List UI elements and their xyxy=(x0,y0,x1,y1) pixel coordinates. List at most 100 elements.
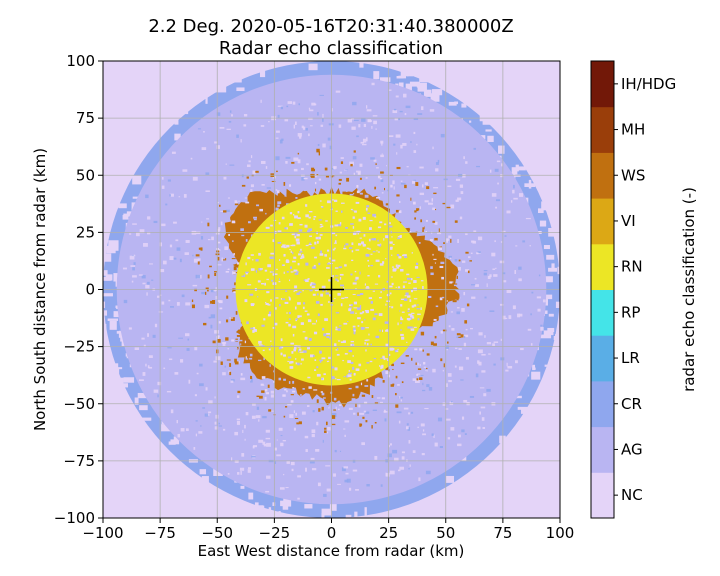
rn-speck xyxy=(310,284,312,287)
rn-speck xyxy=(348,308,351,311)
nc-patch xyxy=(169,460,178,468)
ws-speck xyxy=(268,409,271,411)
rn-speck xyxy=(400,329,402,330)
rn-speck xyxy=(251,254,254,256)
ws-speck xyxy=(217,339,221,343)
speckle xyxy=(266,430,270,433)
ws-hole xyxy=(232,221,235,224)
speckle xyxy=(201,292,205,294)
rn-speck xyxy=(380,291,381,293)
nc-patch xyxy=(191,97,194,102)
rn-speck xyxy=(286,259,289,261)
rn-speck xyxy=(306,245,309,246)
ws-speck xyxy=(192,305,195,309)
ws-speck xyxy=(317,399,319,403)
ws-speck xyxy=(258,365,260,367)
nc-patch xyxy=(272,502,275,506)
speckle xyxy=(489,310,494,311)
nc-patch xyxy=(523,148,529,153)
nc-patch xyxy=(121,393,125,398)
colorbar-segment-ag xyxy=(591,427,614,473)
speckle xyxy=(222,258,223,262)
rn-speck xyxy=(252,259,253,260)
speckle xyxy=(139,379,144,381)
speckle xyxy=(285,487,288,488)
rn-speck xyxy=(305,214,308,217)
speckle xyxy=(366,137,368,141)
rn-speck xyxy=(386,329,388,330)
ws-hole xyxy=(430,266,433,269)
rn-speck xyxy=(355,280,357,282)
speckle xyxy=(182,169,187,171)
nc-patch xyxy=(123,383,128,387)
ws-speck xyxy=(418,368,421,370)
rn-speck xyxy=(370,265,373,266)
speckle xyxy=(222,342,226,344)
speckle xyxy=(422,383,423,385)
ws-hole xyxy=(419,348,422,350)
rn-speck xyxy=(294,215,298,218)
rn-speck xyxy=(321,357,325,359)
speckle xyxy=(185,302,190,305)
nc-patch xyxy=(99,234,105,237)
speckle xyxy=(457,444,461,447)
speckle xyxy=(398,470,401,472)
nc-patch xyxy=(436,493,440,499)
rn-speck xyxy=(379,297,382,298)
ws-hole xyxy=(432,254,433,256)
nc-patch xyxy=(321,513,324,518)
speckle xyxy=(435,443,438,447)
speckle xyxy=(256,415,261,418)
rn-speck xyxy=(283,354,286,356)
rn-speck xyxy=(397,267,399,269)
colorbar-tick-label: IH/HDG xyxy=(621,75,676,93)
speckle xyxy=(157,394,158,397)
rn-speck xyxy=(373,317,376,320)
nc-patch xyxy=(445,476,454,483)
rn-speck xyxy=(298,211,300,213)
rn-speck xyxy=(337,293,341,296)
rn-speck xyxy=(389,306,391,307)
ws-speck xyxy=(362,395,365,397)
speckle xyxy=(276,138,279,139)
rn-speck xyxy=(364,342,365,344)
speckle xyxy=(189,380,191,384)
ws-hole xyxy=(218,296,222,299)
speckle xyxy=(278,115,280,118)
ws-hole xyxy=(239,340,242,341)
rn-speck xyxy=(389,286,392,288)
speckle xyxy=(401,399,402,401)
rn-speck xyxy=(271,271,272,273)
speckle xyxy=(313,410,315,412)
y-tick-label: −75 xyxy=(63,452,95,470)
chart-title: 2.2 Deg. 2020-05-16T20:31:40.380000Z xyxy=(148,16,513,37)
ws-speck xyxy=(244,223,246,225)
nc-patch xyxy=(574,294,583,300)
rn-speck xyxy=(253,327,255,329)
ws-speck xyxy=(439,271,441,274)
speckle xyxy=(462,261,465,263)
speckle xyxy=(204,305,209,308)
nc-patch xyxy=(365,507,367,516)
ws-speck xyxy=(226,319,228,322)
rn-speck xyxy=(293,334,295,337)
speckle xyxy=(446,349,448,350)
rn-speck xyxy=(354,373,356,375)
ws-hole xyxy=(321,391,323,393)
nc-patch xyxy=(106,246,116,253)
speckle xyxy=(196,275,201,279)
rn-speck xyxy=(292,245,295,247)
rn-speck xyxy=(368,334,369,336)
rn-speck xyxy=(407,310,409,312)
speckle xyxy=(465,233,468,235)
speckle xyxy=(438,418,442,422)
rn-speck xyxy=(310,354,313,357)
speckle xyxy=(196,434,197,437)
nc-patch xyxy=(493,458,499,466)
rn-speck xyxy=(320,304,322,306)
ws-hole xyxy=(265,389,268,391)
rn-speck xyxy=(380,358,382,359)
speckle xyxy=(240,468,244,471)
ws-speck xyxy=(201,247,203,250)
speckle xyxy=(492,343,495,346)
